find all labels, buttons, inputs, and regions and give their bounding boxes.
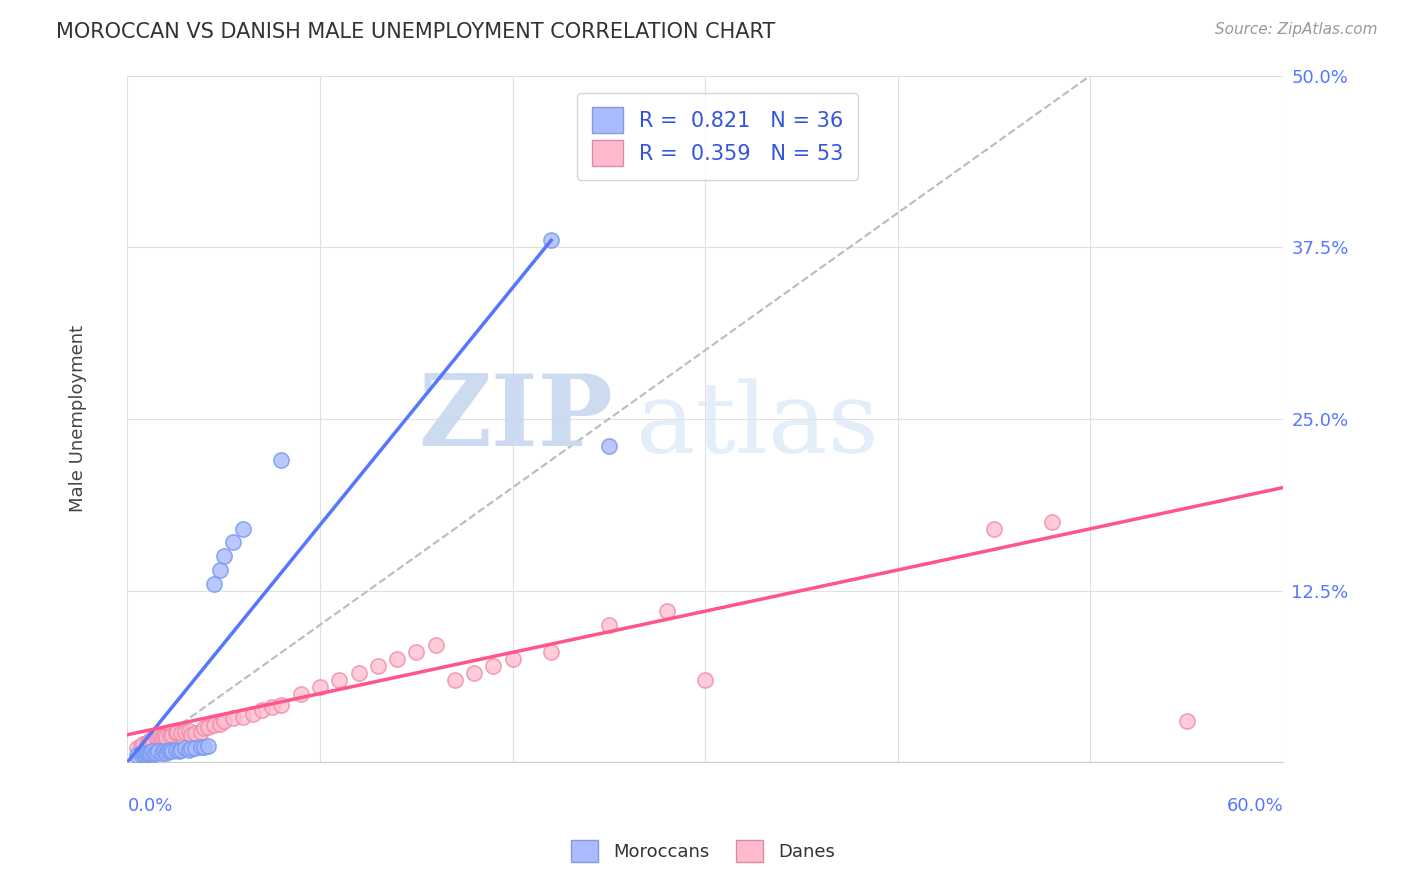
Point bbox=[232, 522, 254, 536]
Point bbox=[540, 645, 562, 659]
Point bbox=[159, 729, 181, 743]
Legend: Moroccans, Danes: Moroccans, Danes bbox=[564, 833, 842, 870]
Point bbox=[184, 726, 207, 740]
Point bbox=[180, 741, 202, 756]
Point bbox=[153, 729, 176, 743]
Point bbox=[148, 744, 170, 758]
Point bbox=[145, 731, 167, 745]
Point bbox=[155, 746, 177, 760]
Point bbox=[160, 744, 183, 758]
Point bbox=[208, 563, 231, 577]
Text: 60.0%: 60.0% bbox=[1226, 797, 1284, 814]
Point bbox=[598, 618, 620, 632]
Point bbox=[347, 665, 370, 680]
Point bbox=[170, 743, 193, 757]
Point bbox=[138, 734, 160, 748]
Point bbox=[180, 728, 202, 742]
Point bbox=[222, 535, 245, 549]
Point bbox=[208, 716, 231, 731]
Point bbox=[232, 710, 254, 724]
Point bbox=[290, 687, 312, 701]
Point bbox=[129, 739, 152, 753]
Point bbox=[190, 725, 212, 739]
Text: MOROCCAN VS DANISH MALE UNEMPLOYMENT CORRELATION CHART: MOROCCAN VS DANISH MALE UNEMPLOYMENT COR… bbox=[56, 22, 776, 42]
Text: ZIP: ZIP bbox=[418, 370, 613, 467]
Point bbox=[405, 645, 427, 659]
Point bbox=[655, 604, 678, 618]
Point bbox=[169, 744, 191, 758]
Text: Source: ZipAtlas.com: Source: ZipAtlas.com bbox=[1215, 22, 1378, 37]
Point bbox=[174, 725, 197, 739]
Point bbox=[983, 522, 1005, 536]
Point bbox=[135, 746, 157, 760]
Point bbox=[141, 731, 163, 746]
Point bbox=[193, 740, 215, 755]
Point bbox=[540, 233, 562, 247]
Point bbox=[190, 740, 212, 755]
Point bbox=[132, 746, 155, 760]
Point bbox=[135, 747, 157, 761]
Point bbox=[177, 743, 200, 757]
Point bbox=[260, 700, 283, 714]
Point bbox=[270, 698, 292, 712]
Point bbox=[193, 721, 215, 735]
Point bbox=[129, 747, 152, 761]
Point bbox=[166, 725, 188, 739]
Point bbox=[695, 673, 717, 687]
Point bbox=[132, 737, 155, 751]
Point bbox=[160, 728, 183, 742]
Point bbox=[250, 703, 273, 717]
Point bbox=[222, 711, 245, 725]
Point bbox=[463, 665, 485, 680]
Point bbox=[177, 723, 200, 738]
Point bbox=[443, 673, 465, 687]
Point bbox=[159, 743, 181, 757]
Point bbox=[165, 743, 187, 757]
Point bbox=[174, 741, 197, 756]
Point bbox=[212, 714, 235, 728]
Point bbox=[202, 718, 225, 732]
Point bbox=[385, 652, 408, 666]
Point bbox=[309, 680, 332, 694]
Point bbox=[482, 659, 505, 673]
Point bbox=[138, 747, 160, 761]
Point bbox=[125, 748, 148, 763]
Point bbox=[598, 439, 620, 453]
Point bbox=[197, 719, 219, 733]
Point bbox=[149, 728, 172, 742]
Point bbox=[150, 731, 173, 745]
Point bbox=[135, 736, 157, 750]
Text: Male Unemployment: Male Unemployment bbox=[69, 326, 87, 512]
Point bbox=[242, 707, 264, 722]
Point bbox=[212, 549, 235, 564]
Point bbox=[139, 746, 162, 760]
Point bbox=[184, 741, 207, 756]
Point bbox=[155, 731, 177, 745]
Point bbox=[502, 652, 524, 666]
Text: 0.0%: 0.0% bbox=[128, 797, 173, 814]
Text: atlas: atlas bbox=[636, 378, 879, 474]
Point bbox=[165, 726, 187, 740]
Point bbox=[1040, 515, 1063, 529]
Point bbox=[125, 741, 148, 756]
Point bbox=[202, 576, 225, 591]
Point bbox=[134, 748, 156, 763]
Point bbox=[139, 733, 162, 747]
Point bbox=[197, 739, 219, 753]
Point bbox=[143, 747, 166, 761]
Point bbox=[148, 729, 170, 743]
Point bbox=[1175, 714, 1198, 728]
Point bbox=[270, 453, 292, 467]
Legend: R =  0.821   N = 36, R =  0.359   N = 53: R = 0.821 N = 36, R = 0.359 N = 53 bbox=[576, 93, 859, 180]
Point bbox=[141, 744, 163, 758]
Point bbox=[145, 746, 167, 760]
Point bbox=[170, 726, 193, 740]
Point bbox=[153, 744, 176, 758]
Point bbox=[367, 659, 389, 673]
Point bbox=[150, 746, 173, 760]
Point bbox=[425, 639, 447, 653]
Point bbox=[328, 673, 350, 687]
Point bbox=[156, 744, 179, 758]
